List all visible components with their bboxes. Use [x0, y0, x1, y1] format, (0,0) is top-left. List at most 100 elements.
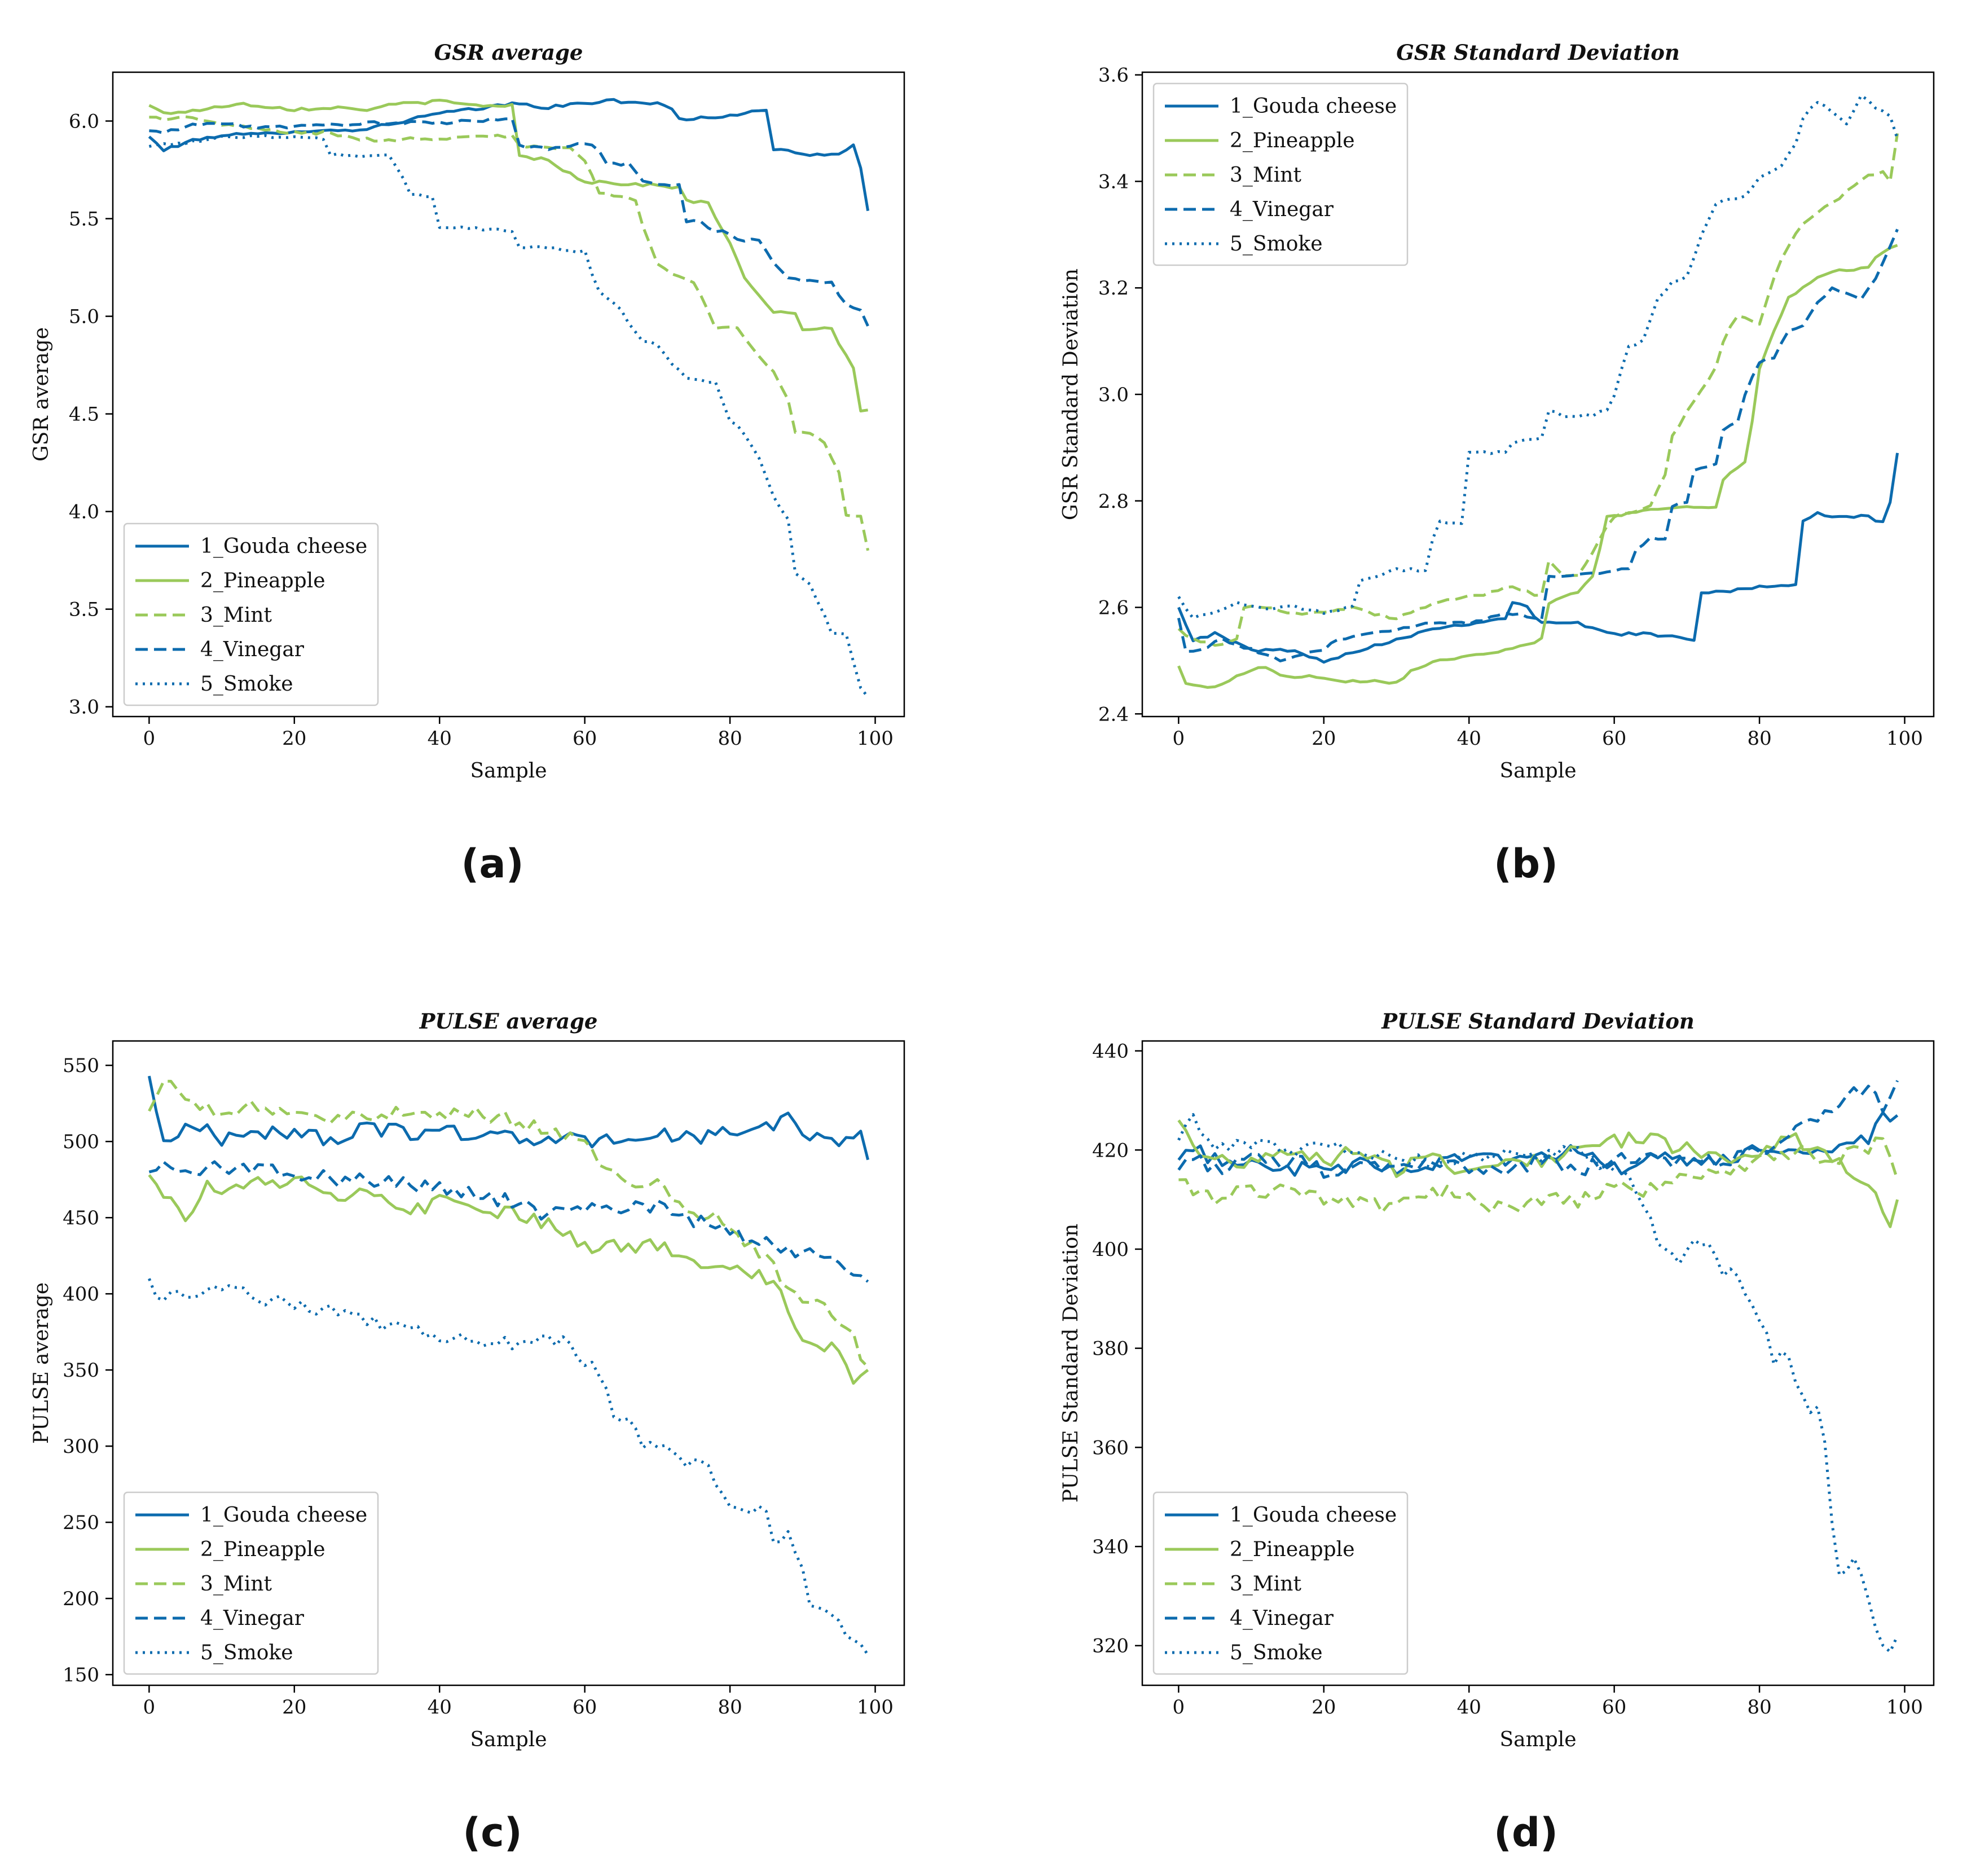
y-tick-label: 450	[63, 1207, 99, 1229]
legend-label: 5_Smoke	[200, 673, 293, 696]
y-tick-label: 500	[63, 1131, 99, 1153]
legend-label: 5_Smoke	[1230, 1641, 1323, 1664]
y-tick-label: 400	[1092, 1238, 1129, 1261]
x-axis-label: Sample	[1499, 1728, 1576, 1751]
series-line-4-vinegar	[149, 117, 869, 327]
series-line-3-mint	[148, 1079, 869, 1368]
y-tick-label: 4.5	[69, 403, 99, 426]
x-tick-label: 40	[428, 727, 452, 750]
legend-label: 2_Pineapple	[1230, 1538, 1355, 1561]
y-axis-label: PULSE Standard Deviation	[1059, 1224, 1082, 1503]
x-tick-label: 60	[573, 727, 597, 750]
series-line-2-pineapple	[1177, 244, 1898, 689]
series-line-2-pineapple	[148, 1174, 869, 1385]
y-tick-label: 3.0	[1098, 384, 1129, 406]
x-axis-label: Sample	[1499, 759, 1576, 783]
series-line-4-vinegar	[1177, 229, 1899, 662]
y-axis-label: PULSE average	[30, 1282, 53, 1444]
legend-label: 1_Gouda cheese	[200, 1504, 367, 1527]
series-line-1-gouda-cheese	[147, 1075, 870, 1161]
x-tick-label: 100	[1886, 1696, 1923, 1719]
y-tick-label: 3.4	[1098, 170, 1129, 193]
y-axis-label: GSR Standard Deviation	[1059, 269, 1082, 520]
legend-label: 3_Mint	[1230, 1572, 1301, 1596]
x-tick-label: 60	[1602, 727, 1626, 750]
x-tick-label: 80	[1747, 727, 1771, 750]
y-tick-label: 3.0	[69, 696, 99, 719]
y-tick-label: 4.0	[69, 501, 99, 524]
x-tick-label: 60	[573, 1696, 597, 1719]
y-tick-label: 250	[63, 1512, 99, 1534]
y-tick-label: 5.0	[69, 306, 99, 328]
legend-label: 2_Pineapple	[1230, 129, 1355, 152]
legend: 1_Gouda cheese 2_Pineapple 3_Mint 4_Vinegar…	[1152, 82, 1409, 266]
x-tick-label: 100	[857, 1696, 894, 1719]
y-tick-label: 2.8	[1098, 490, 1129, 513]
legend-label: 3_Mint	[200, 1572, 272, 1596]
y-tick-label: 350	[63, 1359, 99, 1382]
series-group	[1177, 1080, 1899, 1654]
panel-label: (a)	[461, 841, 523, 887]
x-tick-label: 0	[1173, 1696, 1185, 1719]
legend-label: 3_Mint	[200, 604, 272, 627]
legend-box	[1152, 1491, 1409, 1675]
y-tick-label: 380	[1092, 1338, 1129, 1360]
legend: 1_Gouda cheese 2_Pineapple 3_Mint 4_Vinegar…	[1152, 1491, 1409, 1675]
chart-1: 0 20 40 60 80 100 3.0 3.5 4.0 4.5 5.0 5.5 6.0 GSR ave…	[30, 40, 905, 887]
legend-label: 4_Vinegar	[1230, 1607, 1334, 1630]
y-tick-label: 2.4	[1098, 703, 1129, 726]
chart-3: 0 20 40 60 80 100 150 200 250 300 350 400 450 500 550 P…	[30, 1009, 905, 1856]
y-tick-label: 360	[1092, 1436, 1129, 1459]
y-tick-label: 6.0	[69, 111, 99, 133]
series-line-5-smoke	[1177, 94, 1899, 620]
legend-label: 2_Pineapple	[200, 1538, 325, 1561]
series-group	[147, 1075, 870, 1656]
chart-title: GSR Standard Deviation	[1396, 40, 1680, 65]
y-tick-label: 300	[63, 1435, 99, 1458]
y-axis-label: GSR average	[30, 327, 53, 462]
x-tick-label: 40	[428, 1696, 452, 1719]
series-line-4-vinegar	[148, 1160, 869, 1283]
x-axis-label: Sample	[470, 759, 547, 783]
panel-label: (c)	[463, 1809, 522, 1856]
series-line-3-mint	[1178, 1136, 1899, 1214]
series-line-3-mint	[1177, 133, 1899, 647]
legend-label: 3_Mint	[1230, 164, 1301, 187]
x-tick-label: 20	[1312, 727, 1336, 750]
series-line-1-gouda-cheese	[148, 98, 870, 212]
legend-label: 1_Gouda cheese	[1230, 1504, 1397, 1527]
plot-frame	[112, 71, 905, 718]
x-tick-label: 80	[1747, 1696, 1771, 1719]
legend-label: 5_Smoke	[200, 1641, 293, 1664]
chart-2: 0 20 40 60 80 100 2.4 2.6 2.8 3.0 3.2 3.4 3.6 GSR Sta…	[1059, 40, 1935, 887]
x-tick-label: 0	[143, 727, 156, 750]
x-tick-label: 80	[718, 727, 742, 750]
y-tick-label: 150	[63, 1664, 99, 1686]
x-tick-label: 0	[1173, 727, 1185, 750]
y-tick-label: 2.6	[1098, 597, 1129, 620]
x-tick-label: 20	[282, 1696, 306, 1719]
y-tick-label: 440	[1092, 1040, 1129, 1063]
plot-frame	[112, 1040, 905, 1686]
series-line-5-smoke	[148, 134, 869, 698]
y-tick-label: 200	[63, 1588, 99, 1610]
legend-label: 4_Vinegar	[1230, 198, 1334, 221]
legend: 1_Gouda cheese 2_Pineapple 3_Mint 4_Vinegar…	[123, 522, 379, 706]
legend-box	[123, 1491, 379, 1675]
y-tick-label: 5.5	[69, 208, 99, 231]
legend-label: 2_Pineapple	[200, 569, 325, 592]
chart-4: 0 20 40 60 80 100 320 340 360 380 400 420 440 PULSE S…	[1059, 1009, 1935, 1856]
x-tick-label: 40	[1457, 1696, 1481, 1719]
legend-label: 4_Vinegar	[200, 638, 305, 661]
legend-label: 1_Gouda cheese	[200, 535, 367, 558]
series-line-2-pineapple	[148, 99, 868, 412]
x-tick-label: 20	[282, 727, 306, 750]
y-tick-label: 3.5	[69, 599, 99, 621]
x-tick-label: 100	[1886, 727, 1923, 750]
legend-box	[123, 522, 379, 706]
series-line-2-pineapple	[1177, 1119, 1899, 1228]
panel-label: (b)	[1494, 841, 1558, 887]
series-line-1-gouda-cheese	[1177, 452, 1899, 664]
legend-box	[1152, 82, 1409, 266]
plot-frame	[1141, 1040, 1935, 1686]
